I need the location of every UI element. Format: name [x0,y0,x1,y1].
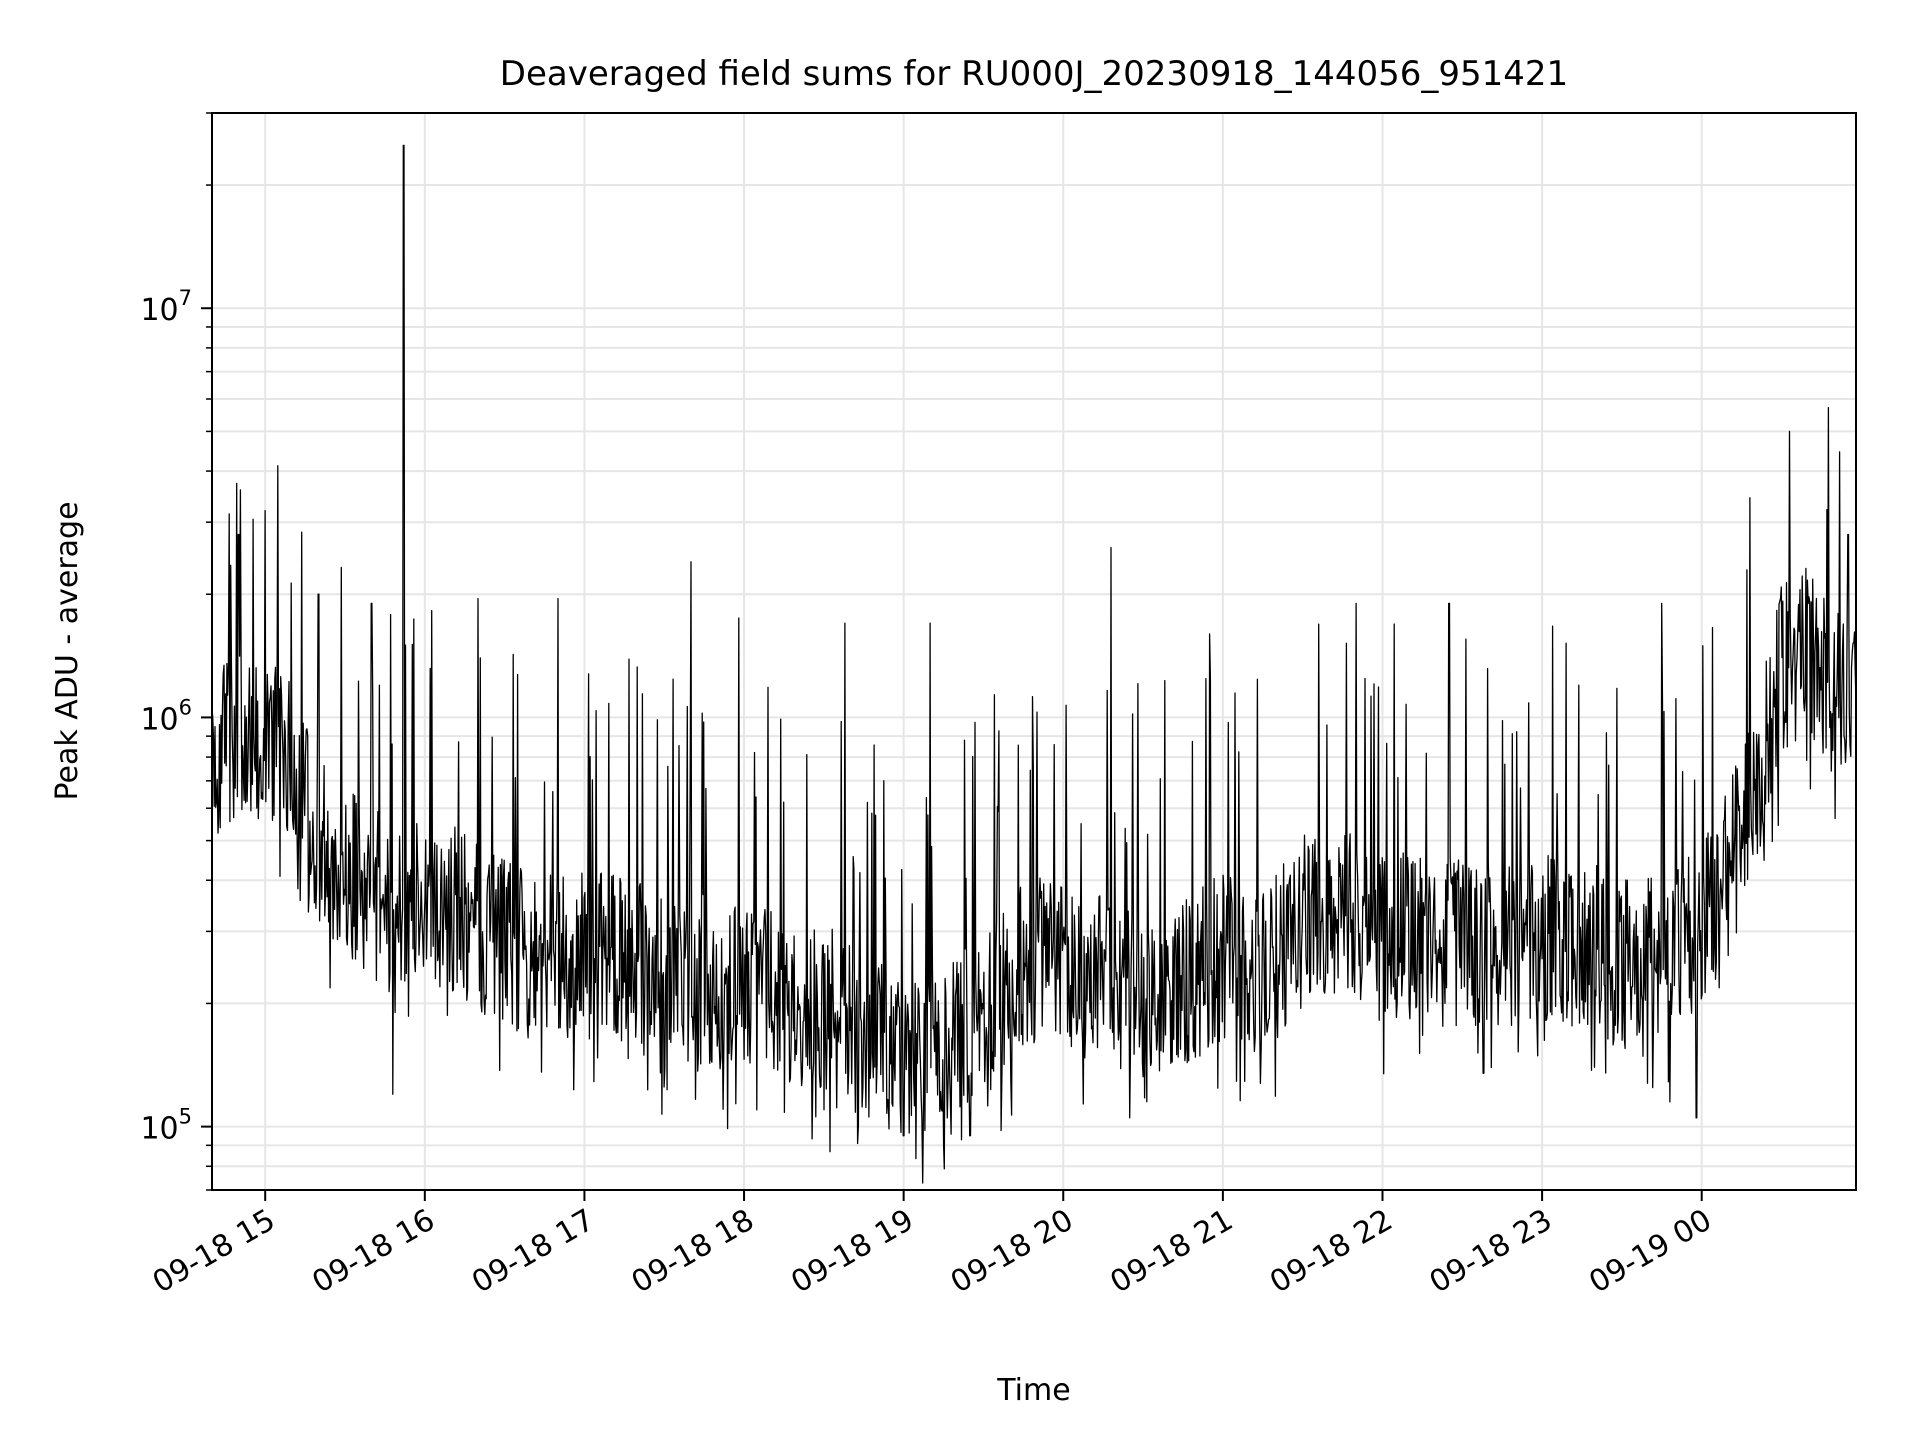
y-tick-label: 106 [140,695,192,737]
series-line [211,144,1857,1184]
x-axis-label: Time [996,1373,1070,1408]
series-line-group [211,144,1857,1184]
y-axis-label: Peak ADU - average [50,501,85,800]
y-tick-label: 107 [140,286,192,328]
y-axis: 105 106 107 [140,112,212,1191]
grid [212,112,1856,1191]
y-tick-label: 105 [140,1105,192,1147]
chart-title: Deaveraged field sums for RU000J_2023091… [500,54,1568,94]
plot-frame [211,112,1857,1191]
